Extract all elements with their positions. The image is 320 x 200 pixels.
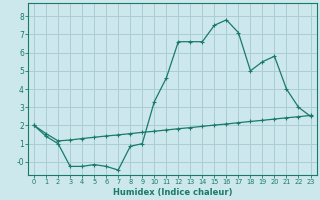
X-axis label: Humidex (Indice chaleur): Humidex (Indice chaleur) <box>113 188 232 197</box>
